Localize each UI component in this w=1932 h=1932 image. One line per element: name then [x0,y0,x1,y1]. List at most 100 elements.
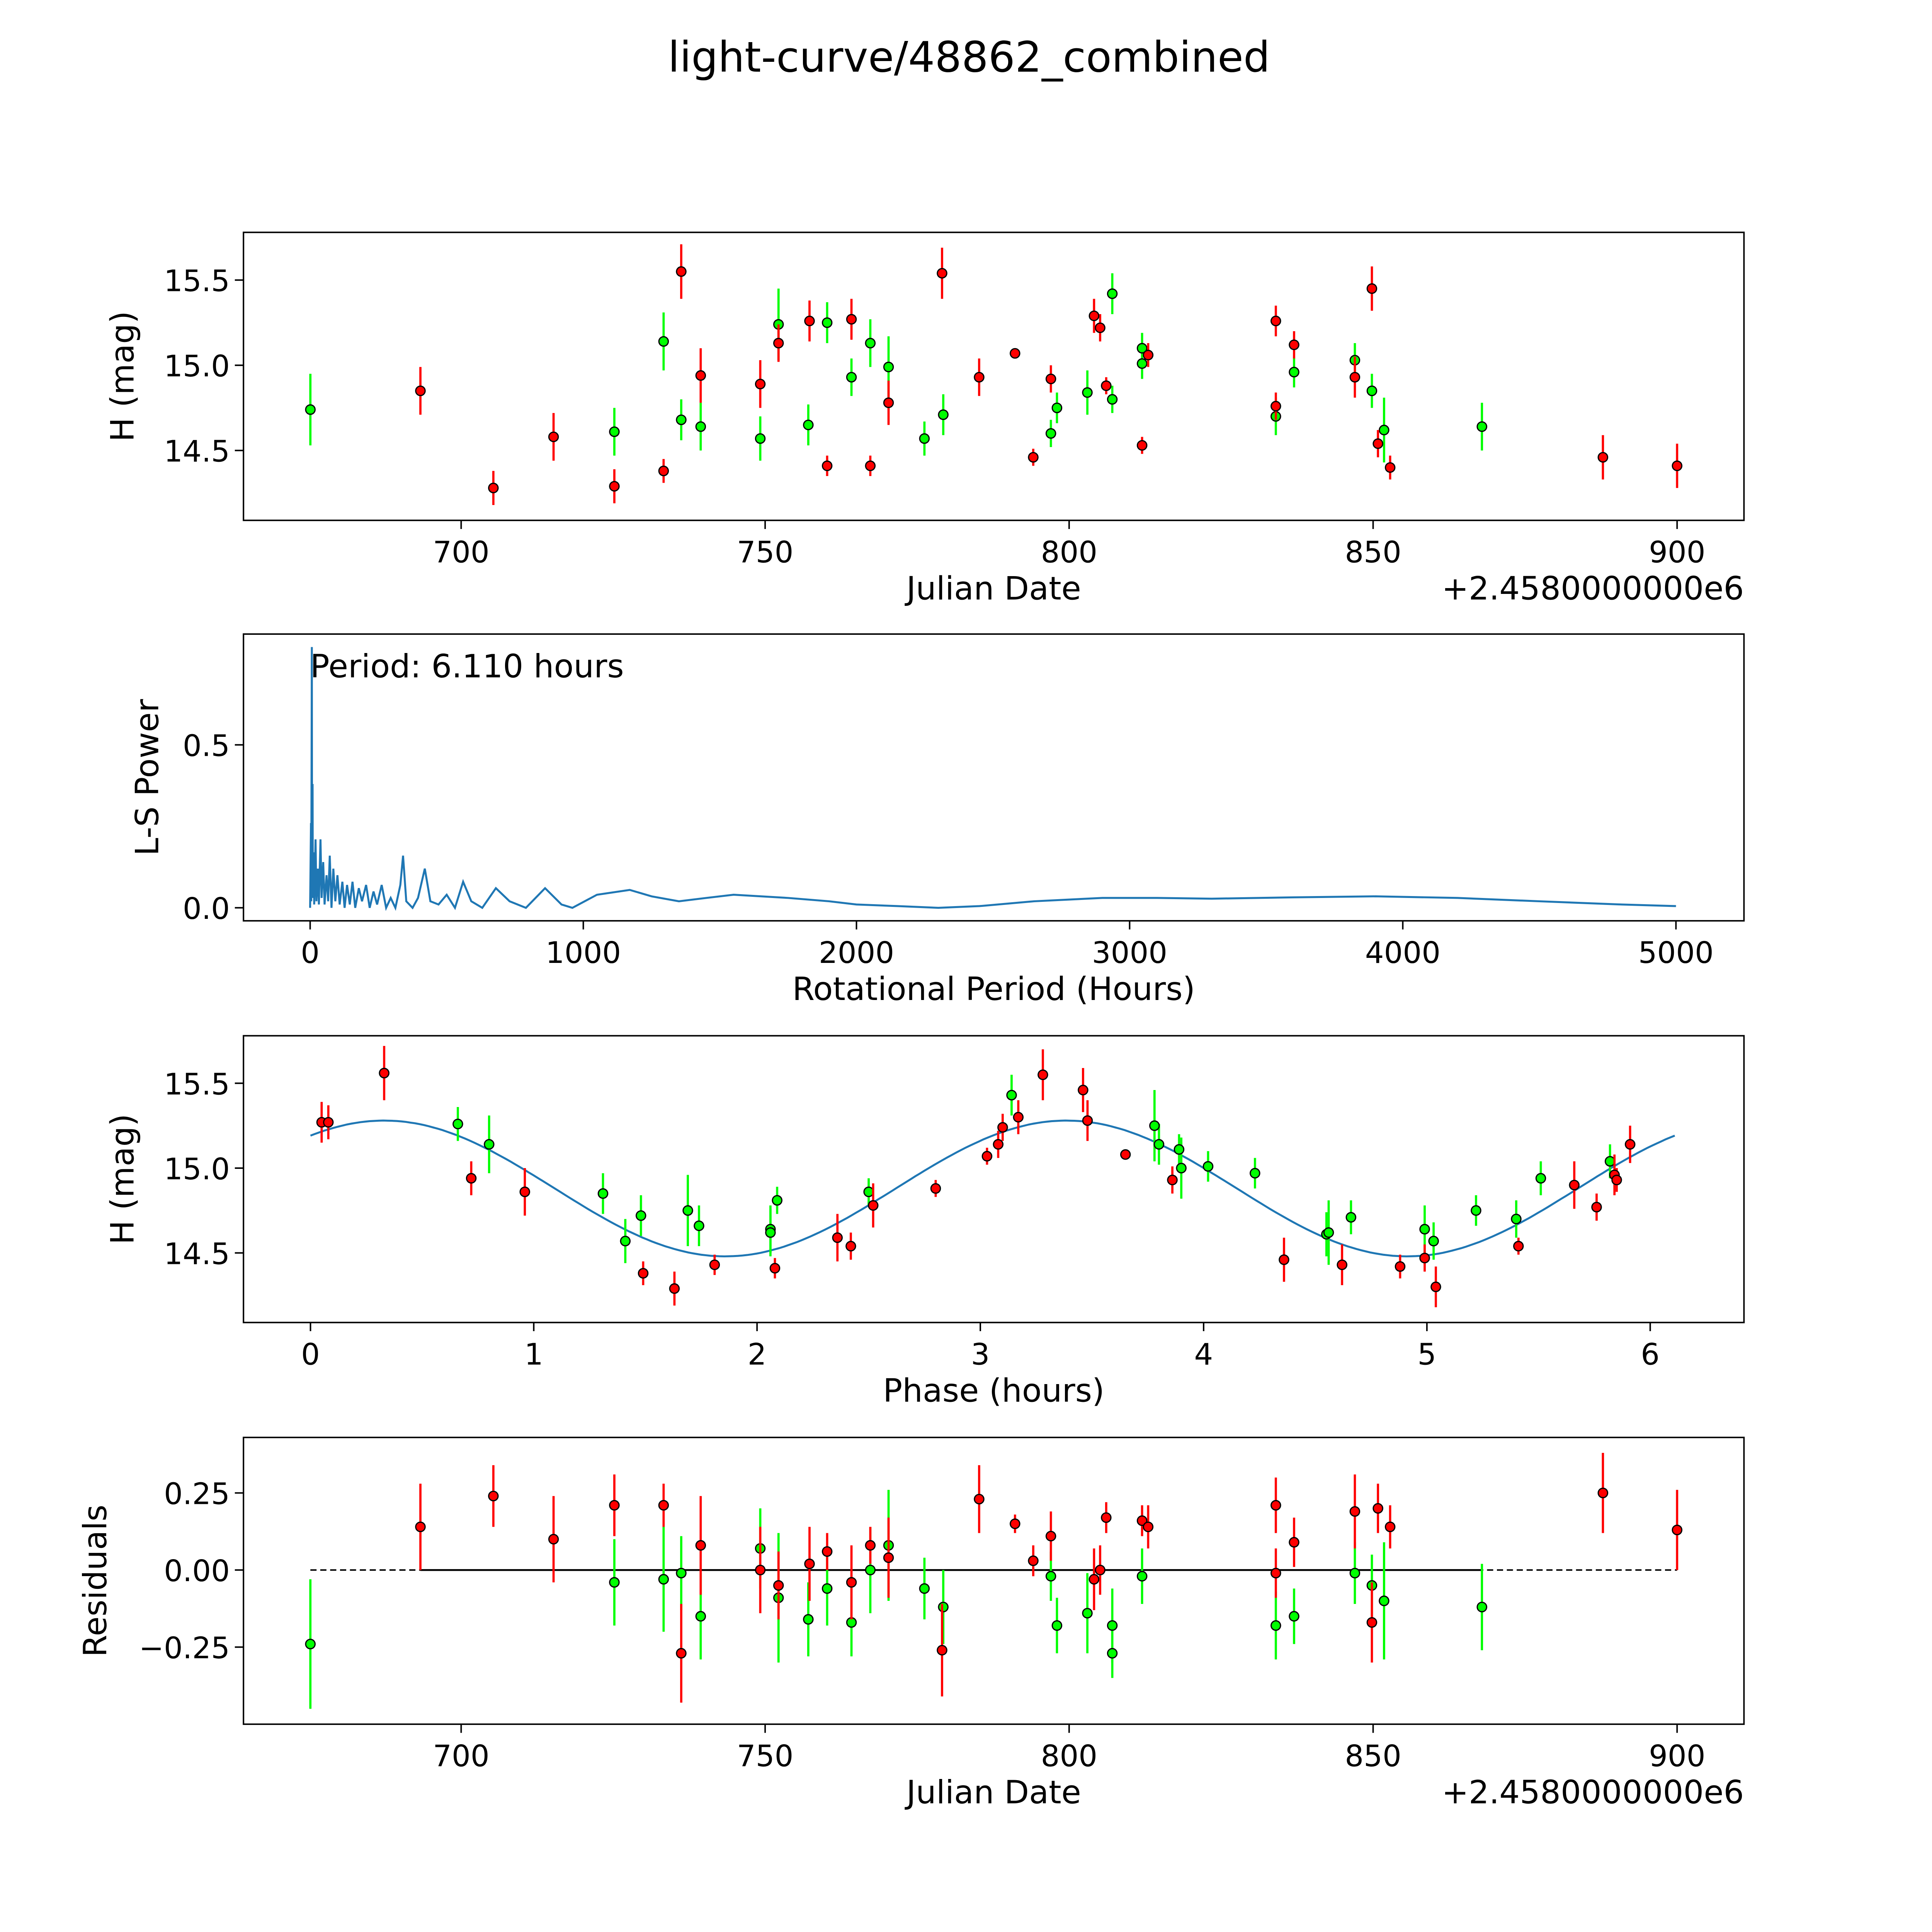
green-data-point [1476,421,1487,432]
red-data-point [1095,1565,1105,1575]
green-data-point [1366,385,1378,396]
red-data-point [846,314,857,325]
red-data-point [1624,1139,1636,1150]
red-data-point [1045,1531,1056,1542]
axes-frame [243,1035,1745,1323]
green-data-point [1107,394,1118,405]
red-data-point [1372,438,1383,449]
x-axis-label: Rotational Period (Hours) [793,970,1196,1008]
red-data-point [821,1546,833,1557]
red-data-point [1101,1512,1112,1523]
x-tick-label: 2000 [819,936,894,970]
red-data-point [804,315,815,327]
x-tick-label: 4 [1194,1337,1213,1372]
y-tick-label: 15.5 [164,1067,230,1102]
red-data-point [1143,350,1154,361]
red-data-point [1143,1521,1154,1532]
red-data-point [658,1500,669,1511]
green-data-point [1270,1620,1281,1631]
red-data-point [1569,1180,1580,1190]
x-tick-label: 0 [301,1337,320,1372]
lightcurve-panel: 700 750 800 850 900 14.5 15.0 15.5 Julian Date H … [104,231,1745,607]
red-data-point [1597,1487,1609,1498]
green-data-point [1345,1212,1357,1223]
red-data-point [658,466,669,476]
y-tick-label: 14.5 [164,1237,230,1271]
green-data-point [1604,1156,1616,1167]
green-data-point [1323,1227,1334,1238]
red-data-point [466,1173,477,1184]
green-data-point [609,426,620,437]
green-data-point [1082,1608,1093,1619]
plot-area [305,244,1683,505]
y-axis-label: H (mag) [104,311,141,442]
green-data-point [1173,1144,1185,1155]
green-data-point [1511,1214,1522,1225]
green-data-point [1379,425,1389,435]
x-tick-label: 750 [737,1739,794,1774]
green-data-point [846,372,857,383]
x-tick-label: 5 [1417,1337,1436,1372]
red-data-point [415,1521,426,1532]
green-data-point [1476,1602,1487,1612]
red-data-point [1136,440,1148,451]
red-data-point [638,1268,649,1279]
y-tick-label: 14.5 [164,435,230,469]
green-data-point [821,1583,833,1594]
red-data-point [1010,348,1020,359]
phased-panel: 0 1 2 3 4 5 6 14.5 15.0 15.5 Phase (hours) H (mag) [104,1035,1745,1409]
period-annotation: Period: 6.110 hours [310,648,624,685]
x-tick-label: 4000 [1365,936,1440,970]
red-data-point [755,1565,766,1575]
x-offset-label: +2.4580000000e6 [1442,570,1744,607]
red-data-point [1045,373,1056,384]
green-data-point [1153,1139,1165,1150]
green-data-point [1176,1163,1187,1173]
plot-area [310,1046,1675,1308]
green-data-point [765,1227,776,1238]
red-data-point [676,266,687,277]
red-data-point [695,370,706,381]
green-data-point [1045,428,1056,439]
green-data-point [1149,1120,1160,1131]
red-data-point [609,481,620,492]
x-axis-label: Julian Date [905,570,1081,607]
red-data-point [1010,1518,1020,1529]
red-data-point [821,460,833,471]
x-tick-label: 900 [1649,535,1705,570]
green-data-point [803,419,814,430]
red-data-point [1611,1175,1622,1185]
red-data-point [1395,1261,1406,1272]
green-data-point [1289,1611,1299,1622]
red-data-point [832,1232,843,1243]
green-data-point [1136,343,1148,354]
green-data-point [695,1611,706,1622]
green-data-point [1045,1571,1056,1582]
axes-frame [243,1437,1745,1725]
red-data-point [1672,460,1683,471]
green-data-point [1471,1205,1481,1216]
red-data-point [993,1139,1004,1150]
green-data-point [1535,1173,1546,1184]
x-tick-label: 0 [301,936,320,970]
plot-area [309,647,1676,911]
green-data-point [883,361,894,372]
red-data-point [548,1534,559,1545]
green-data-point [597,1188,609,1199]
red-data-point [609,1500,620,1511]
red-data-point [974,1493,985,1505]
red-data-point [1289,1537,1299,1548]
red-data-point [709,1259,720,1270]
green-data-point [1428,1236,1439,1247]
green-data-point [676,414,687,425]
x-tick-label: 700 [433,535,490,570]
red-data-point [997,1122,1008,1133]
red-data-point [1270,1500,1281,1511]
red-data-point [1597,452,1609,463]
y-tick-label: 15.0 [164,349,230,384]
x-tick-label: 750 [737,535,794,570]
green-data-point [682,1205,693,1216]
red-data-point [1095,322,1105,333]
